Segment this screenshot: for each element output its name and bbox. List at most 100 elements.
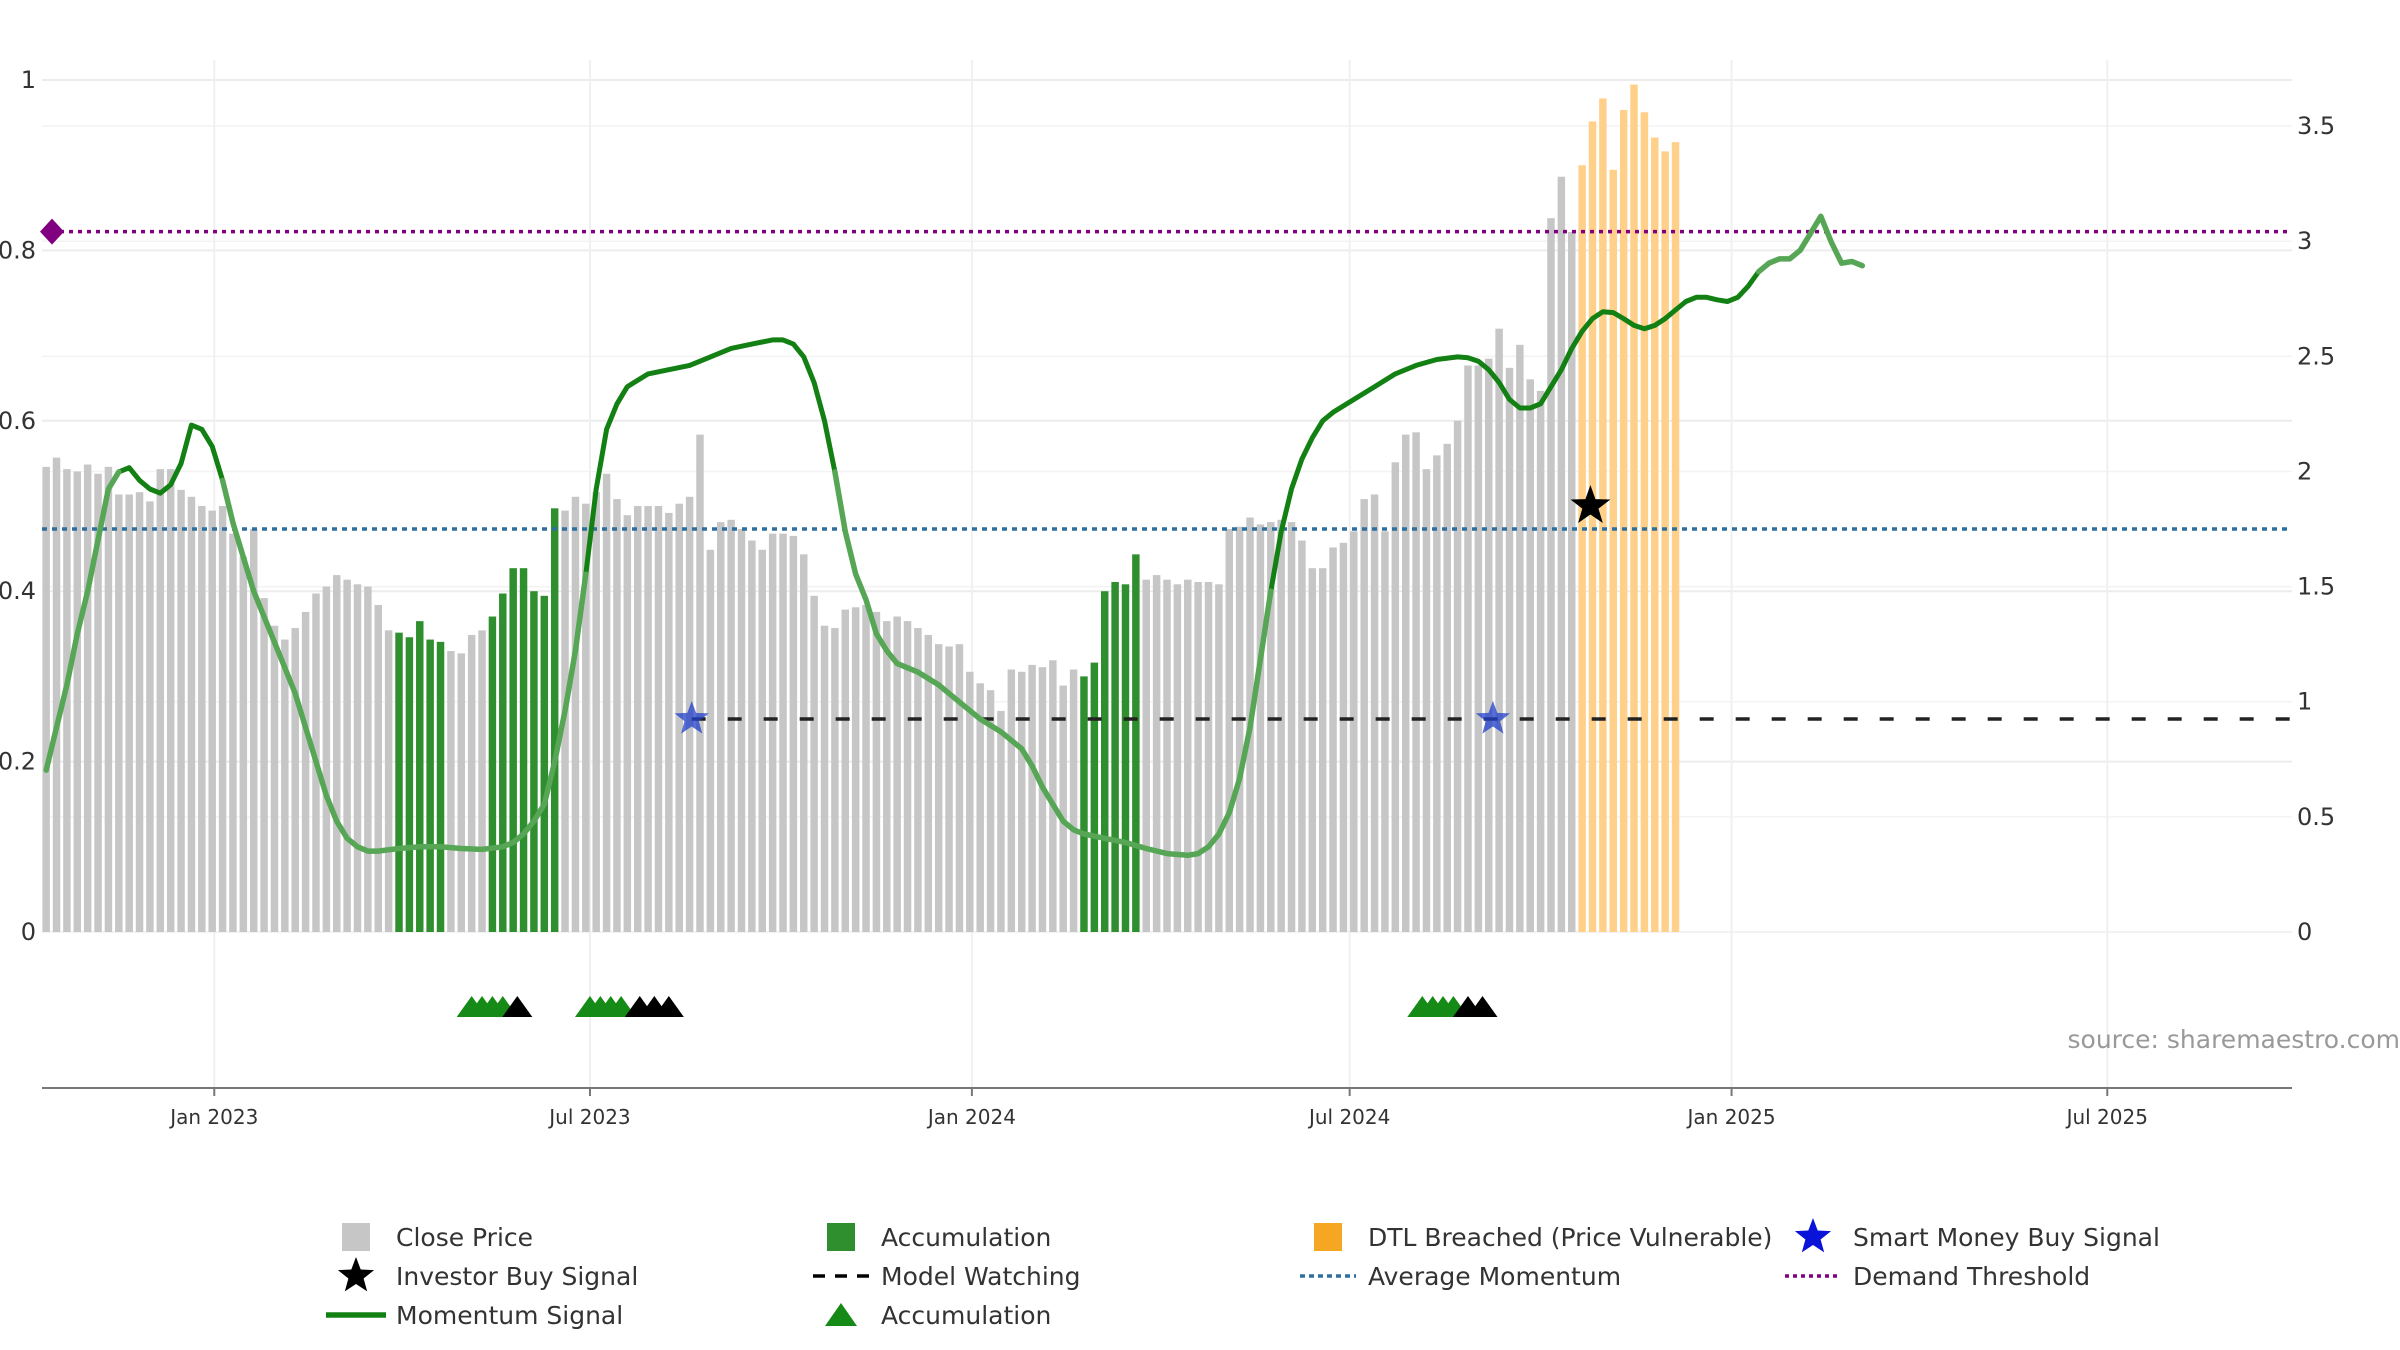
close-bar [1298, 540, 1306, 932]
close-bar [1204, 581, 1213, 932]
close-bar [208, 510, 216, 932]
momentum-signal-faded-segment [219, 477, 589, 854]
close-bar [602, 473, 611, 932]
left-tick-label: 1 [21, 66, 36, 94]
close-bar [198, 506, 206, 932]
close-bar [488, 616, 497, 932]
close-bar [1495, 328, 1503, 932]
close-bar [997, 710, 1005, 932]
close-bar [384, 630, 393, 932]
close-bar [177, 489, 185, 932]
close-bar [125, 494, 133, 932]
close-bar [1526, 379, 1534, 933]
close-bar [1516, 344, 1524, 933]
left-tick-label: 0.2 [0, 748, 36, 776]
x-tick-label: Jan 2024 [926, 1105, 1016, 1129]
close-bar [706, 549, 715, 932]
close-bar [42, 466, 50, 932]
close-bar [779, 533, 787, 932]
close-bar [717, 522, 725, 932]
close-bar [1339, 542, 1348, 932]
grid-lines [42, 60, 2292, 1088]
close-bar [1163, 579, 1171, 932]
close-bar [1069, 669, 1078, 932]
legend-item: Accumulation [827, 1223, 1051, 1252]
close-bar [343, 579, 351, 932]
smart-money-star-icon [1475, 701, 1510, 734]
close-bar [1038, 667, 1047, 932]
smart-money-star-icon [674, 701, 709, 734]
close-bar [374, 605, 382, 932]
close-bar [94, 473, 102, 932]
close-bar [1557, 176, 1566, 933]
legend-label: Model Watching [881, 1262, 1081, 1291]
close-bar [1484, 358, 1493, 932]
legend-swatch [1314, 1223, 1342, 1251]
close-bar [447, 651, 455, 932]
close-bar [737, 529, 746, 932]
close-bar [115, 494, 123, 932]
left-tick-label: 0.6 [0, 407, 36, 435]
legend-label: Accumulation [881, 1223, 1051, 1252]
close-bar [665, 512, 673, 932]
close-bar [1329, 547, 1337, 932]
legend-item: DTL Breached (Price Vulnerable) [1314, 1223, 1772, 1252]
investor-buy-star-icon [1570, 485, 1611, 523]
close-bar [820, 625, 829, 932]
close-bar [613, 499, 621, 932]
close-bar [1173, 584, 1182, 932]
close-bar [1194, 581, 1202, 932]
close-bar [73, 471, 82, 932]
close-bar [1671, 142, 1680, 932]
close-bar [582, 503, 590, 932]
accumulation-triangle-icon [1467, 996, 1498, 1017]
close-bar [1391, 462, 1400, 932]
legend-item: Smart Money Buy Signal [1794, 1218, 2160, 1253]
close-bar [156, 469, 165, 932]
close-bar [1215, 584, 1223, 932]
close-bar [1100, 591, 1109, 932]
close-bar [768, 533, 777, 932]
close-bar [333, 575, 341, 932]
close-bar [1661, 151, 1669, 932]
close-bar [291, 628, 299, 932]
close-bar [800, 554, 808, 932]
close-bar [924, 634, 933, 932]
close-bar [436, 641, 445, 932]
x-tick-label: Jan 2025 [1686, 1105, 1776, 1129]
close-bar [104, 466, 113, 932]
close-bar [281, 639, 289, 932]
close-bar [1547, 218, 1555, 932]
close-bar [416, 621, 424, 932]
close-bar [675, 503, 683, 932]
close-bar [1080, 676, 1088, 932]
close-bar [1308, 568, 1317, 932]
momentum-signal-faded-segment [832, 469, 1274, 859]
close-bar [540, 595, 549, 932]
accumulation-triangle-icon [653, 996, 684, 1017]
close-bar [789, 535, 798, 932]
x-tick-label: Jul 2024 [1307, 1105, 1390, 1129]
close-bar [1256, 524, 1265, 932]
close-bar [395, 632, 403, 932]
legend-swatch [342, 1223, 370, 1251]
close-bar [1422, 469, 1431, 932]
close-bar [478, 630, 486, 932]
momentum-signal-faded-segment [1755, 213, 1866, 275]
demand-threshold-marker [40, 218, 64, 245]
close-bar [1412, 432, 1420, 932]
close-bar [966, 671, 974, 932]
close-bar [986, 690, 995, 932]
close-bar [1277, 519, 1285, 932]
legend-label: DTL Breached (Price Vulnerable) [1368, 1223, 1772, 1252]
legend-label: Demand Threshold [1853, 1262, 2090, 1291]
close-bar [1619, 109, 1628, 933]
legend-label: Momentum Signal [396, 1301, 623, 1330]
close-bar [945, 646, 953, 932]
close-bar [955, 644, 964, 932]
close-bar [571, 496, 580, 932]
close-bar [1090, 662, 1099, 932]
close-bar [301, 611, 310, 932]
legend-item: Investor Buy Signal [337, 1257, 638, 1292]
close-bar [229, 533, 237, 932]
